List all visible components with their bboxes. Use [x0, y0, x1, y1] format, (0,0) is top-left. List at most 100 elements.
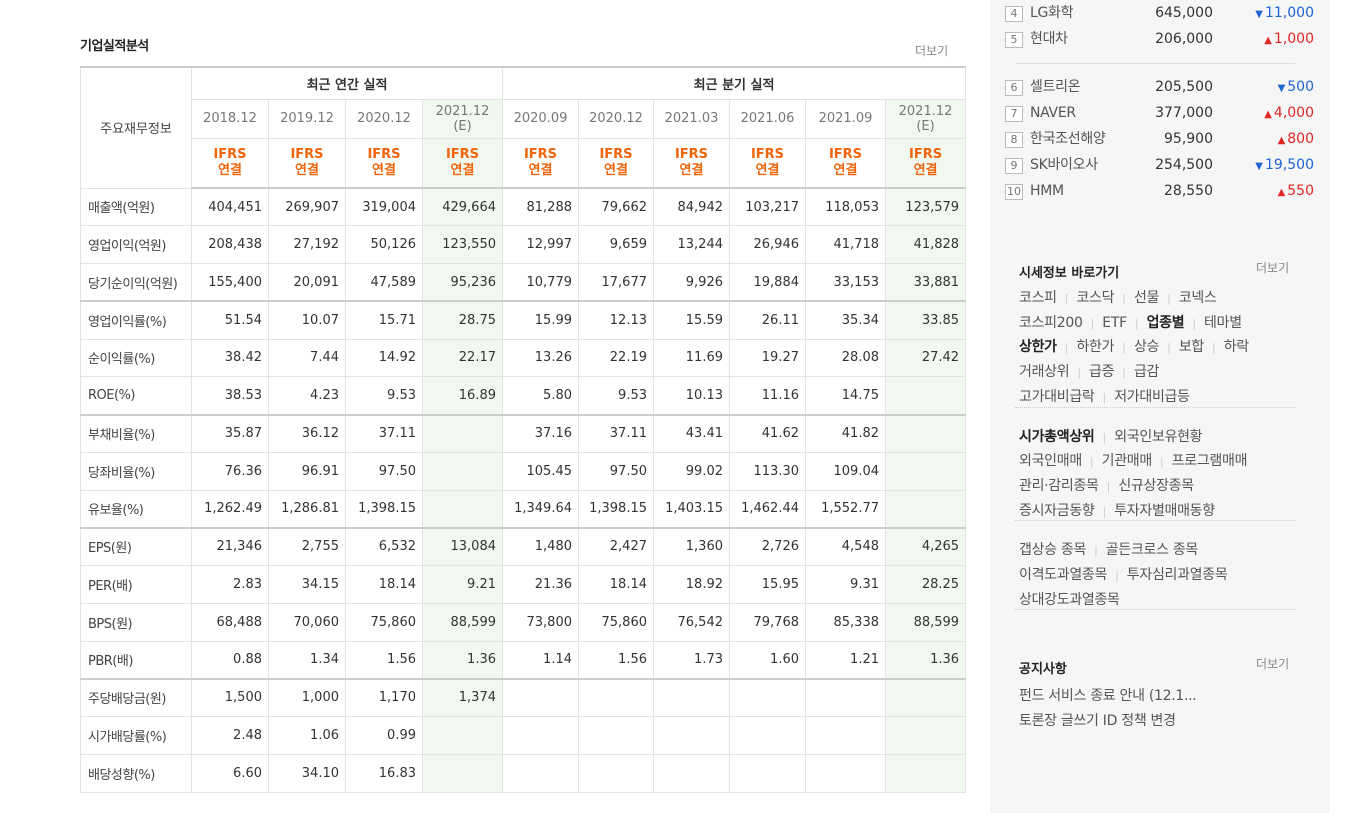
more-link[interactable]: 더보기	[1256, 657, 1290, 671]
value-cell: 13,244	[653, 225, 730, 264]
link[interactable]: 관리·감리종목	[1019, 477, 1099, 494]
link[interactable]: 보합	[1178, 339, 1204, 356]
change-arrow: ▼	[1255, 161, 1263, 172]
period-text: (E)	[453, 118, 472, 134]
notice-item[interactable]: 펀드 서비스 종료 안내 (12.1...	[1019, 688, 1197, 704]
basis-text: IFRS	[674, 146, 709, 162]
value-cell: 123,579	[884, 187, 967, 227]
value-cell: 2.83	[191, 565, 269, 604]
link[interactable]: 상대강도과열종목	[1019, 591, 1120, 608]
value-cell: 41,828	[884, 225, 967, 264]
value-cell: 2,427	[578, 527, 654, 566]
corner-header: 주요재무정보	[80, 66, 192, 189]
link[interactable]: 코스피	[1019, 290, 1057, 306]
link[interactable]: 거래상위	[1019, 364, 1070, 381]
value-cell: 9.21	[422, 565, 503, 604]
value-cell: 41.82	[805, 414, 886, 453]
link[interactable]: 이격도과열종목	[1019, 567, 1108, 583]
value-cell: 84,942	[653, 187, 730, 227]
value-cell: 22.17	[422, 338, 503, 378]
stock-price: 254,500	[1155, 157, 1213, 173]
notice-item[interactable]: 토론장 글쓰기 ID 정책 변경	[1019, 713, 1176, 729]
value-cell	[502, 716, 579, 755]
period-text: 2020.12	[589, 111, 643, 126]
basis-text: IFRS	[908, 146, 943, 162]
link[interactable]: 증시자금동향	[1019, 502, 1095, 519]
link[interactable]: 외국인보유현황	[1114, 428, 1203, 445]
link[interactable]: 갭상승 종목	[1019, 542, 1087, 559]
data-row: 순이익률(%) 38.42 7.44 14.92 22.17 13.26 22.19 11.6…	[80, 338, 967, 378]
link[interactable]: 코스피200	[1019, 314, 1083, 331]
link[interactable]: 프로그램매매	[1171, 453, 1248, 470]
link[interactable]: 고가대비급락	[1019, 388, 1095, 405]
link[interactable]: 골든크로스 종목	[1105, 542, 1199, 559]
stock-name[interactable]: NAVER	[1030, 105, 1076, 121]
row-label: 영업이익(억원)	[80, 225, 192, 264]
data-row: 당기순이익(억원) 155,400 20,091 47,589 95,236 10,779…	[80, 263, 967, 303]
value-cell: 50,126	[345, 225, 423, 264]
separator: |	[1134, 316, 1139, 330]
basis-text: IFRS	[599, 146, 633, 162]
value-cell: 34.10	[268, 753, 346, 793]
change-value: 800	[1287, 131, 1314, 147]
data-row: 배당성향(%) 6.60 34.10 16.83	[80, 753, 967, 793]
stock-price: 645,000	[1155, 5, 1213, 21]
more-link[interactable]: 더보기	[915, 44, 949, 58]
link[interactable]: 선물	[1133, 290, 1160, 306]
group-header: 최근 분기 실적	[501, 66, 967, 100]
value-cell	[422, 414, 503, 453]
stock-name[interactable]: LG화학	[1030, 5, 1074, 21]
value-cell: 9,659	[578, 225, 654, 264]
link[interactable]: 급감	[1133, 364, 1160, 381]
link[interactable]: 업종별	[1146, 314, 1185, 331]
value-cell: 1.21	[805, 640, 886, 680]
value-cell: 10.13	[653, 376, 730, 416]
link[interactable]: 기관매매	[1101, 453, 1153, 470]
stock-name[interactable]: 한국조선해양	[1030, 131, 1106, 147]
value-cell: 73,800	[502, 602, 579, 642]
change-arrow: ▲	[1277, 135, 1286, 146]
link[interactable]: 하한가	[1076, 339, 1115, 356]
value-cell	[653, 716, 730, 755]
link[interactable]: ETF	[1102, 314, 1127, 331]
link-line: 이격도과열종목 | 투자심리과열종목	[1019, 564, 1228, 584]
period-header: 2018.12	[191, 98, 269, 139]
link[interactable]: 하락	[1223, 339, 1249, 356]
link[interactable]: 투자심리과열종목	[1126, 567, 1228, 583]
period-text: 2020.09	[513, 111, 568, 126]
link[interactable]: 코스닥	[1076, 290, 1115, 306]
value-cell: 15.95	[729, 565, 806, 604]
stock-name[interactable]: 셀트리온	[1030, 79, 1081, 95]
value-cell: 1.56	[345, 640, 423, 680]
link[interactable]: 테마별	[1204, 314, 1242, 331]
stock-name[interactable]: SK바이오사	[1030, 157, 1098, 173]
link[interactable]: 상한가	[1019, 339, 1057, 356]
link[interactable]: 신규상장종목	[1118, 477, 1194, 494]
row-label: 매출액(억원)	[80, 187, 192, 227]
link[interactable]: 급증	[1089, 364, 1115, 381]
stock-name[interactable]: 현대차	[1030, 31, 1068, 47]
link[interactable]: 투자자별매매동향	[1114, 502, 1215, 519]
value-cell: 1,552.77	[805, 489, 886, 529]
value-cell: 109.04	[805, 451, 886, 491]
basis-header: IFRS 연결	[502, 137, 579, 189]
value-cell: 13.26	[502, 338, 579, 378]
link[interactable]: 시가총액상위	[1019, 428, 1095, 445]
value-cell: 33,881	[884, 263, 967, 303]
separator: |	[1212, 341, 1216, 355]
link[interactable]: 상승	[1133, 339, 1160, 356]
link[interactable]: 외국인매매	[1019, 453, 1082, 470]
change-arrow: ▲	[1264, 35, 1272, 46]
value-cell: 9.31	[805, 565, 886, 604]
period-text: 2021.06	[740, 111, 795, 126]
basis-row: IFRS 연결 IFRS 연결 IFRS 연결 IFRS 연결 IFRS 연결 IFRS 연결 IFRS…	[81, 137, 967, 189]
value-cell: 1.34	[268, 640, 346, 680]
more-link[interactable]: 더보기	[1256, 261, 1290, 275]
value-cell: 41.62	[729, 414, 806, 453]
stock-name[interactable]: HMM	[1030, 183, 1064, 199]
value-cell: 18.14	[345, 565, 423, 604]
link[interactable]: 저가대비급등	[1114, 388, 1190, 405]
value-cell	[578, 678, 654, 717]
link[interactable]: 코넥스	[1178, 290, 1217, 306]
separator: |	[1192, 316, 1197, 330]
